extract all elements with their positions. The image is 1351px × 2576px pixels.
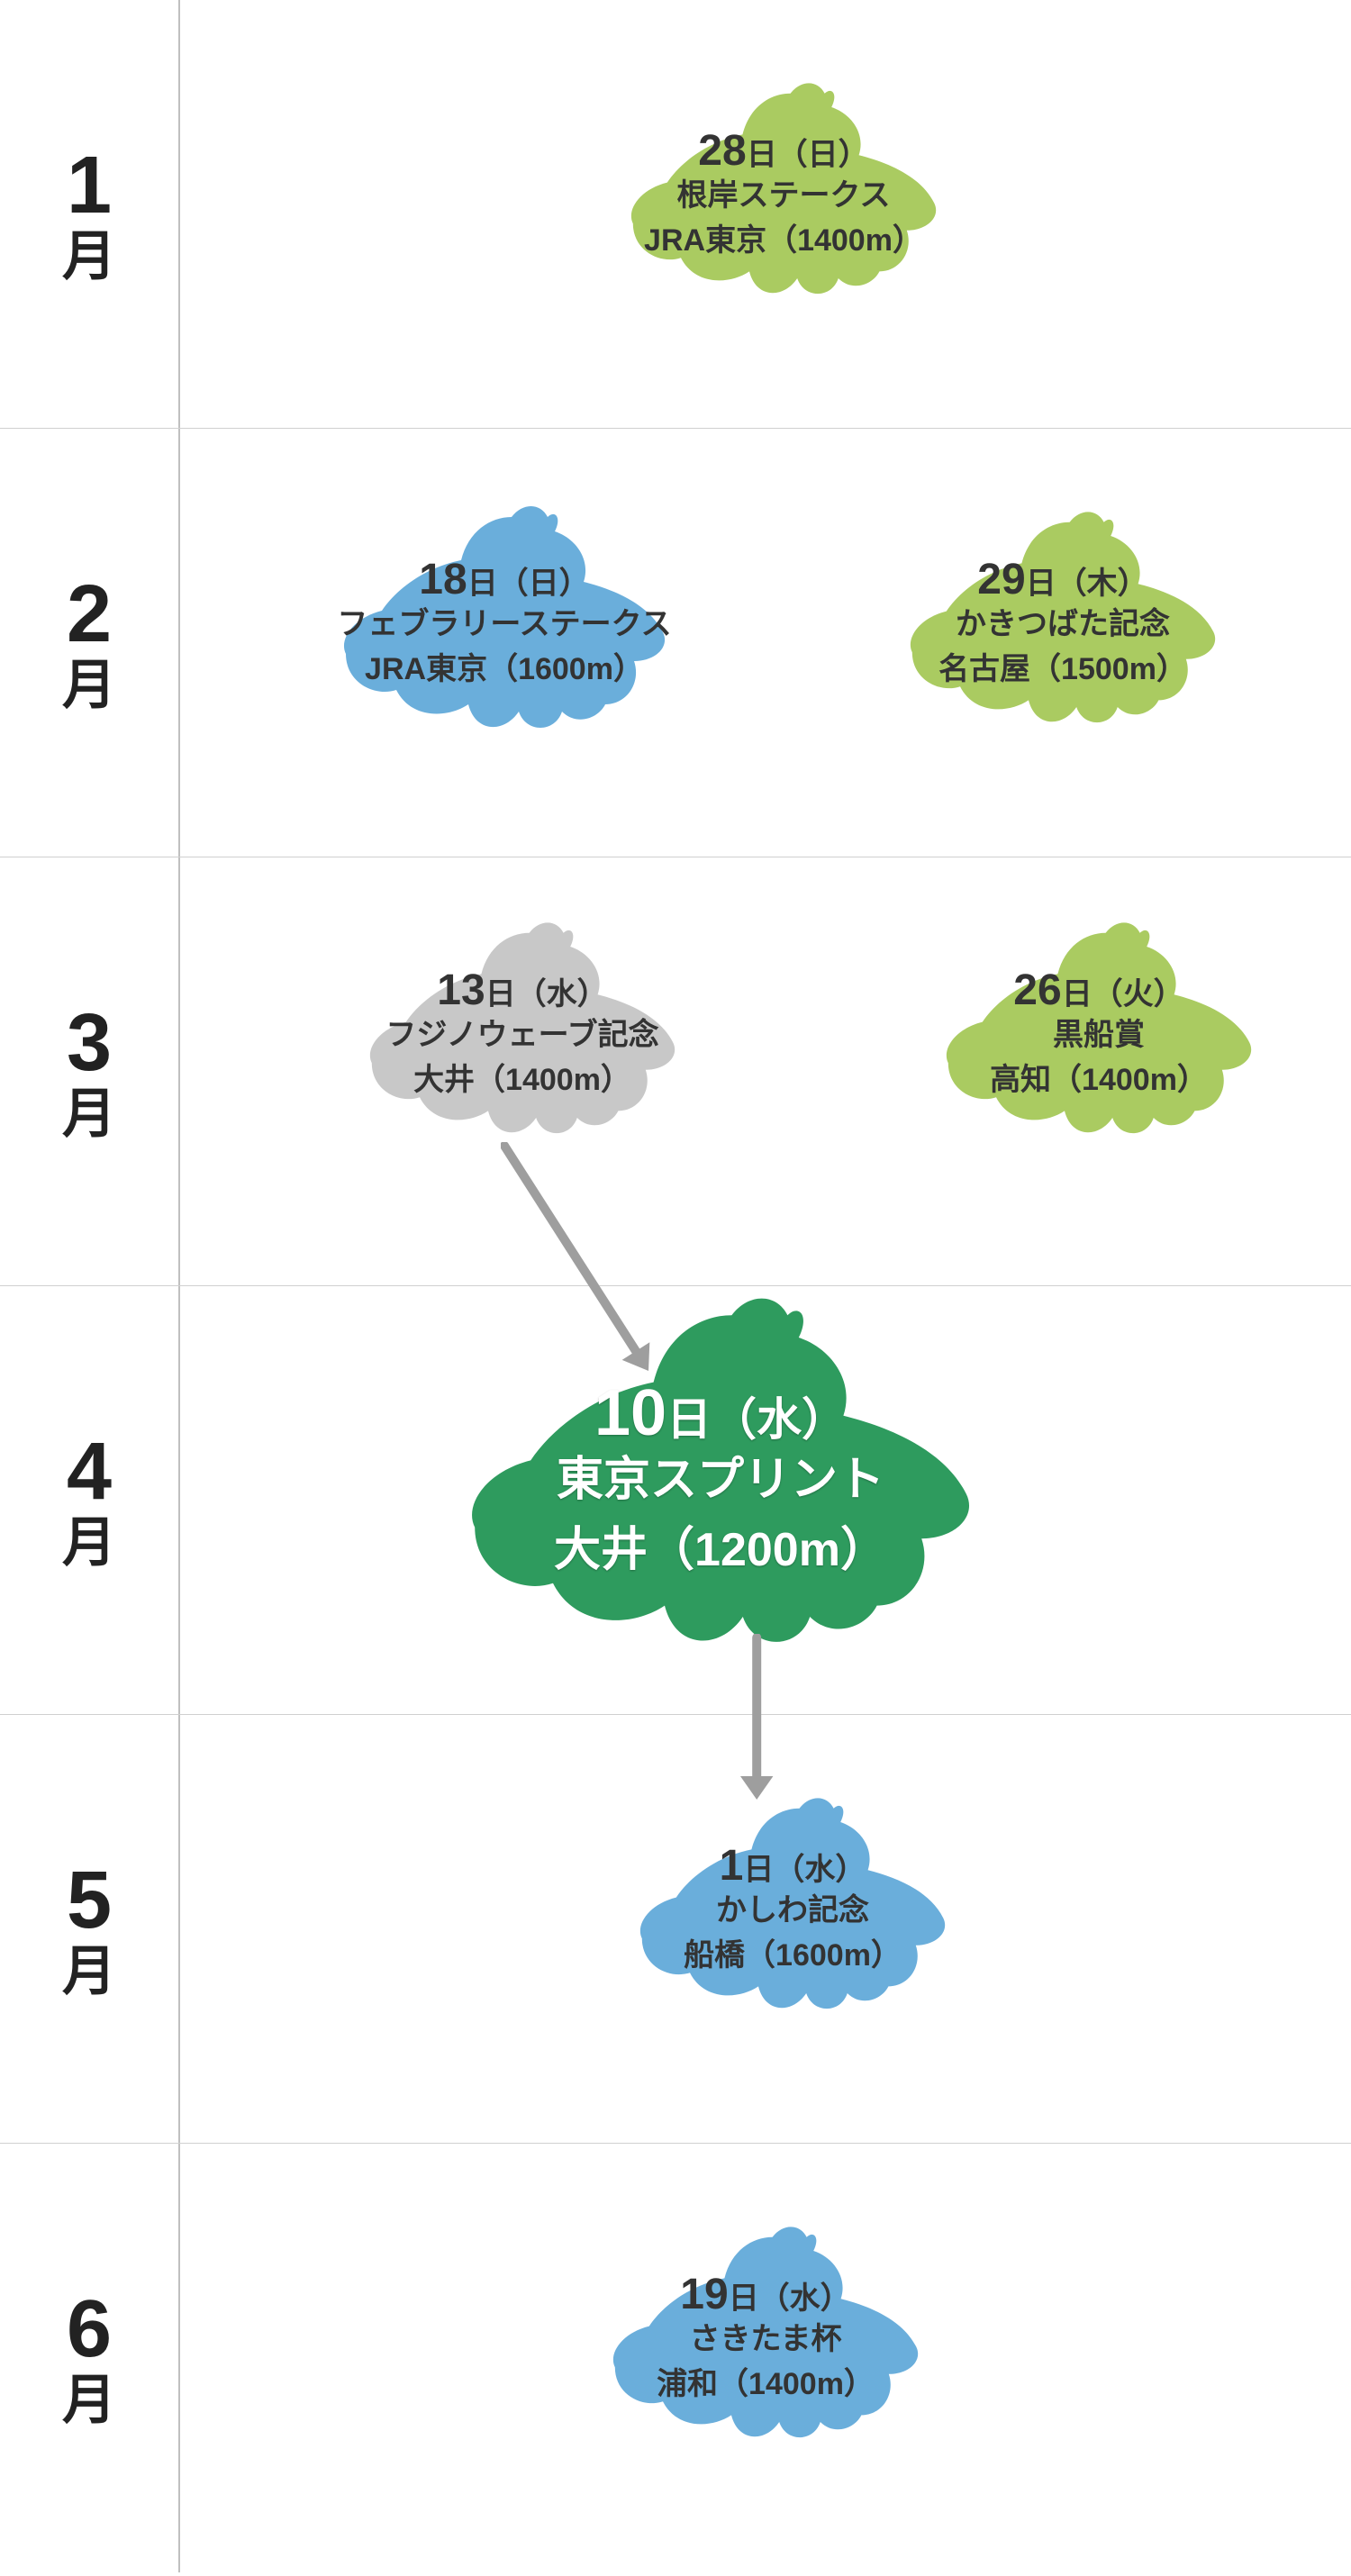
race-event: 1日（水） かしわ記念 船橋（1600m） — [603, 1841, 982, 1974]
event-date-num: 29 — [977, 556, 1025, 603]
month-label-col: 4 月 — [0, 1286, 180, 1714]
month-row-2: 2 月 18日（日） フェブラリーステークス JRA東京（1600m） 29日（… — [0, 429, 1351, 857]
event-date: 1日（水） — [603, 1841, 982, 1891]
event-date: 13日（水） — [333, 966, 712, 1015]
event-race-name: かしわ記念 — [603, 1891, 982, 1930]
month-label-col: 2 月 — [0, 429, 180, 857]
month-number: 4 — [62, 1431, 116, 1512]
month-number: 1 — [62, 145, 116, 226]
month-label-col: 3 月 — [0, 857, 180, 1285]
month-label: 6 月 — [62, 2289, 116, 2427]
event-date-num: 28 — [698, 127, 746, 175]
month-row-1: 1 月 28日（日） 根岸ステークス JRA東京（1400m） — [0, 0, 1351, 429]
month-row-5: 5 月 1日（水） かしわ記念 船橋（1600m） — [0, 1715, 1351, 2144]
month-label: 4 月 — [62, 1431, 116, 1570]
month-label: 1 月 — [62, 145, 116, 284]
event-race-venue: 大井（1400m） — [333, 1055, 712, 1099]
month-char: 月 — [62, 1945, 116, 1999]
event-date: 18日（日） — [315, 555, 694, 604]
month-char: 月 — [62, 1087, 116, 1141]
race-event: 13日（水） フジノウェーブ記念 大井（1400m） — [333, 966, 712, 1099]
event-date-num: 13 — [437, 966, 485, 1014]
race-event: 28日（日） 根岸ステークス JRA東京（1400m） — [594, 126, 973, 259]
month-label-col: 6 月 — [0, 2144, 180, 2572]
event-race-venue: 名古屋（1500m） — [874, 644, 1252, 688]
event-race-venue: 大井（1200m） — [486, 1511, 955, 1579]
event-date-suffix: 日（水） — [666, 1394, 847, 1445]
month-label-col: 5 月 — [0, 1715, 180, 2143]
month-row-3: 3 月 13日（水） フジノウェーブ記念 大井（1400m） 26日（火） 黒船… — [0, 857, 1351, 1286]
events-col: 18日（日） フェブラリーステークス JRA東京（1600m） 29日（木） か… — [180, 429, 1351, 857]
event-date-suffix: 日（日） — [467, 567, 590, 601]
month-number: 3 — [62, 1002, 116, 1084]
event-date: 10日（水） — [486, 1376, 955, 1450]
month-label: 3 月 — [62, 1002, 116, 1141]
event-race-name: 黒船賞 — [910, 1015, 1288, 1055]
race-calendar: 1 月 28日（日） 根岸ステークス JRA東京（1400m） 2 月 — [0, 0, 1351, 2572]
event-race-name: さきたま杯 — [576, 2319, 955, 2359]
month-char: 月 — [62, 230, 116, 284]
event-date-suffix: 日（水） — [729, 2281, 851, 2316]
event-race-venue: 高知（1400m） — [910, 1055, 1288, 1099]
event-race-name: フジノウェーブ記念 — [333, 1015, 712, 1055]
event-date-suffix: 日（火） — [1062, 977, 1184, 1011]
event-race-venue: 船橋（1600m） — [603, 1930, 982, 1974]
event-race-venue: 浦和（1400m） — [576, 2359, 955, 2403]
event-date: 29日（木） — [874, 555, 1252, 604]
event-date-num: 18 — [419, 556, 467, 603]
event-date-num: 26 — [1013, 966, 1061, 1014]
event-date: 26日（火） — [910, 966, 1288, 1015]
event-date-num: 1 — [720, 1842, 744, 1890]
month-char: 月 — [62, 2373, 116, 2427]
event-race-venue: JRA東京（1400m） — [594, 215, 973, 259]
race-event: 26日（火） 黒船賞 高知（1400m） — [910, 966, 1288, 1099]
race-event: 19日（水） さきたま杯 浦和（1400m） — [576, 2270, 955, 2403]
events-col: 13日（水） フジノウェーブ記念 大井（1400m） 26日（火） 黒船賞 高知… — [180, 857, 1351, 1285]
event-race-venue: JRA東京（1600m） — [315, 644, 694, 688]
event-date-suffix: 日（日） — [747, 138, 869, 172]
event-date-suffix: 日（水） — [743, 1853, 866, 1887]
race-event: 10日（水） 東京スプリント 大井（1200m） — [486, 1376, 955, 1579]
event-race-name: フェブラリーステークス — [315, 604, 694, 644]
event-race-name: 東京スプリント — [486, 1450, 955, 1511]
month-number: 5 — [62, 1860, 116, 1941]
month-row-4: 4 月 10日（水） 東京スプリント 大井（1200m） — [0, 1286, 1351, 1715]
month-char: 月 — [62, 1516, 116, 1570]
month-label: 2 月 — [62, 574, 116, 712]
events-col: 1日（水） かしわ記念 船橋（1600m） — [180, 1715, 1351, 2143]
events-col: 10日（水） 東京スプリント 大井（1200m） — [180, 1286, 1351, 1714]
month-number: 2 — [62, 574, 116, 655]
race-event: 18日（日） フェブラリーステークス JRA東京（1600m） — [315, 555, 694, 688]
month-number: 6 — [62, 2289, 116, 2370]
events-col: 19日（水） さきたま杯 浦和（1400m） — [180, 2144, 1351, 2572]
event-date-num: 19 — [680, 2271, 728, 2318]
month-label: 5 月 — [62, 1860, 116, 1999]
month-char: 月 — [62, 658, 116, 712]
event-date-num: 10 — [594, 1377, 666, 1449]
event-date: 19日（水） — [576, 2270, 955, 2319]
race-event: 29日（木） かきつばた記念 名古屋（1500m） — [874, 555, 1252, 688]
month-label-col: 1 月 — [0, 0, 180, 428]
event-race-name: 根岸ステークス — [594, 176, 973, 215]
event-race-name: かきつばた記念 — [874, 604, 1252, 644]
event-date: 28日（日） — [594, 126, 973, 176]
event-date-suffix: 日（水） — [485, 977, 608, 1011]
month-row-6: 6 月 19日（水） さきたま杯 浦和（1400m） — [0, 2144, 1351, 2572]
events-col: 28日（日） 根岸ステークス JRA東京（1400m） — [180, 0, 1351, 428]
event-date-suffix: 日（木） — [1026, 567, 1148, 601]
